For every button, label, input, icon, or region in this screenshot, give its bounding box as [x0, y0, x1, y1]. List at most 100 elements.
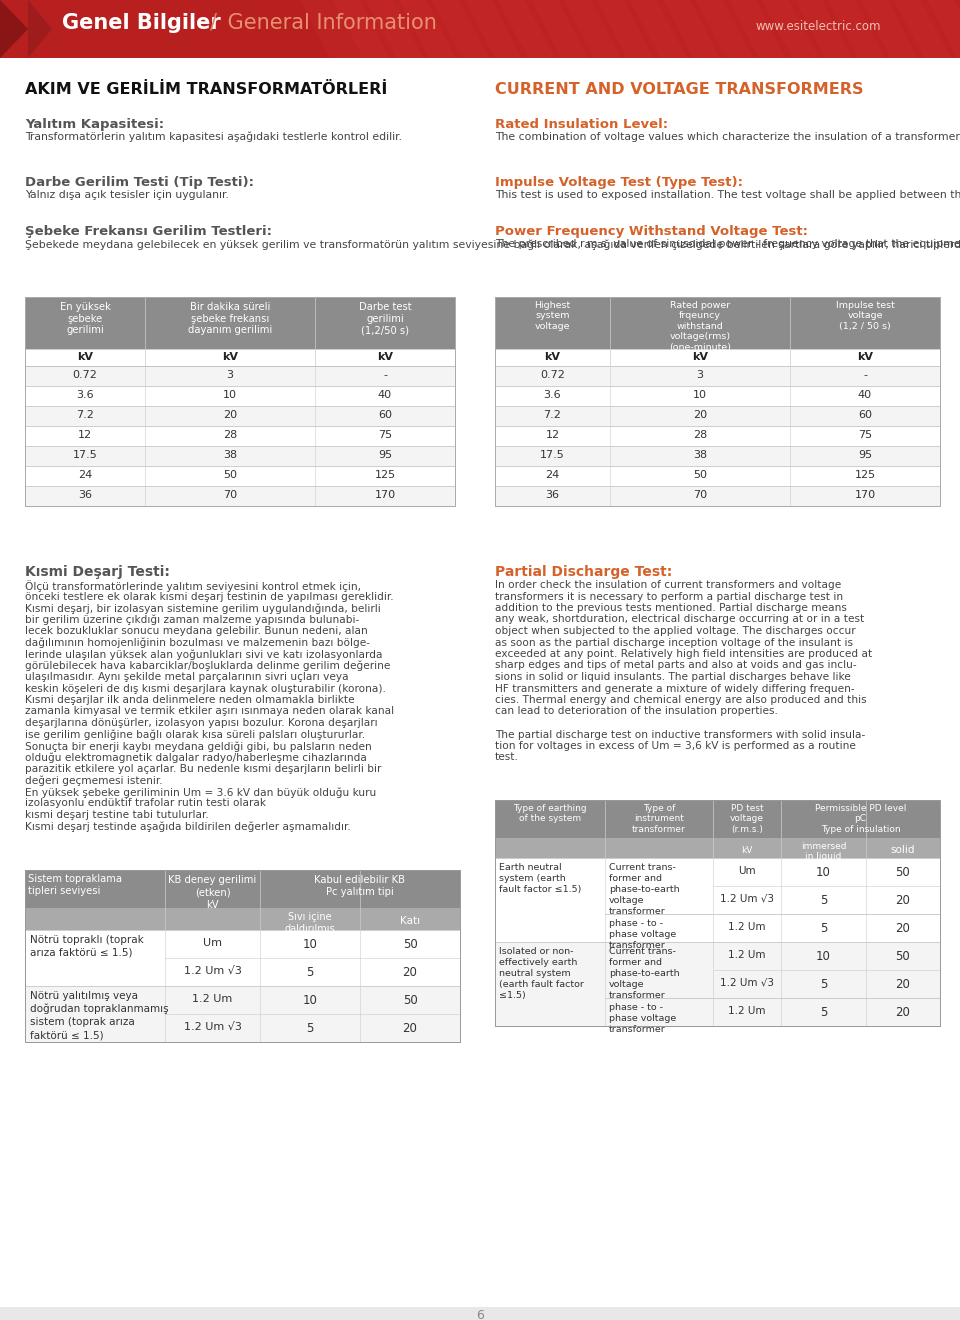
- Polygon shape: [861, 0, 951, 58]
- Text: 3.6: 3.6: [543, 389, 562, 400]
- Text: Isolated or non-
effectively earth
neutral system
(earth fault factor
≤1.5): Isolated or non- effectively earth neutr…: [499, 946, 584, 1001]
- Text: 0.72: 0.72: [540, 370, 564, 380]
- Text: 36: 36: [545, 490, 560, 500]
- Text: 1.2 Um √3: 1.2 Um √3: [183, 1022, 241, 1032]
- Text: Kabul edilebilir KB
Pc yalıtım tipi: Kabul edilebilir KB Pc yalıtım tipi: [315, 875, 405, 898]
- Text: 36: 36: [78, 490, 92, 500]
- Text: Current trans-
former and
phase-to-earth
voltage
transformer: Current trans- former and phase-to-earth…: [609, 863, 680, 916]
- Text: sharp edges and tips of metal parts and also at voids and gas inclu-: sharp edges and tips of metal parts and …: [495, 660, 856, 671]
- Text: 20: 20: [896, 921, 910, 935]
- Text: PD test
voltage
(r.m.s.)

kV: PD test voltage (r.m.s.) kV: [730, 804, 764, 854]
- Bar: [0, 1307, 960, 1320]
- Text: 12: 12: [545, 430, 560, 440]
- Polygon shape: [828, 0, 918, 58]
- Text: Type of
instrument
transformer: Type of instrument transformer: [632, 804, 685, 834]
- Text: dağılımının homojenliğinin bozulması ve malzemenin bazı bölge-: dağılımının homojenliğinin bozulması ve …: [25, 638, 370, 648]
- Text: KB deney gerilimi
(etken)
kV: KB deney gerilimi (etken) kV: [168, 875, 256, 909]
- Text: 3: 3: [227, 370, 233, 380]
- Text: 1.2 Um √3: 1.2 Um √3: [720, 978, 774, 987]
- Text: 28: 28: [223, 430, 237, 440]
- Text: 75: 75: [378, 430, 392, 440]
- Text: test.: test.: [495, 752, 518, 763]
- Bar: [495, 858, 940, 942]
- Bar: [495, 297, 940, 506]
- Text: 1.2 Um: 1.2 Um: [729, 921, 766, 932]
- Text: Darbe test
gerilimi
(1,2/50 s): Darbe test gerilimi (1,2/50 s): [359, 302, 411, 335]
- Text: 28: 28: [693, 430, 708, 440]
- Text: 10: 10: [302, 994, 318, 1007]
- Text: ise gerilim genliğine bağlı olarak kısa süreli palsları oluştururlar.: ise gerilim genliğine bağlı olarak kısa …: [25, 730, 365, 741]
- Bar: [25, 297, 455, 348]
- Polygon shape: [894, 0, 960, 58]
- Text: tion for voltages in excess of Um = 3,6 kV is performed as a routine: tion for voltages in excess of Um = 3,6 …: [495, 741, 856, 751]
- Text: bir gerilim üzerine çıkdığı zaman malzeme yapısında bulunabi-: bir gerilim üzerine çıkdığı zaman malzem…: [25, 615, 359, 624]
- Text: transformers it is necessary to perform a partial discharge test in: transformers it is necessary to perform …: [495, 591, 843, 602]
- Text: HF transmitters and generate a mixture of widely differing frequen-: HF transmitters and generate a mixture o…: [495, 684, 854, 693]
- Bar: [0, 0, 960, 58]
- Text: Partial Discharge Test:: Partial Discharge Test:: [495, 565, 672, 579]
- Text: En yüksek şebeke geriliminin Um = 3.6 kV dan büyük olduğu kuru: En yüksek şebeke geriliminin Um = 3.6 kV…: [25, 787, 376, 797]
- Text: 5: 5: [820, 1006, 828, 1019]
- Text: 5: 5: [820, 894, 828, 907]
- Text: Power Frequency Withstand Voltage Test:: Power Frequency Withstand Voltage Test:: [495, 224, 808, 238]
- Text: kV: kV: [692, 352, 708, 362]
- Text: immersed
in liquid: immersed in liquid: [801, 842, 847, 862]
- Bar: [495, 800, 940, 838]
- Bar: [495, 800, 940, 1026]
- Text: En yüksek
şebeke
gerilimi: En yüksek şebeke gerilimi: [60, 302, 110, 335]
- Text: any weak, shortduration, electrical discharge occurring at or in a test: any weak, shortduration, electrical disc…: [495, 615, 864, 624]
- Polygon shape: [663, 0, 753, 58]
- Polygon shape: [597, 0, 687, 58]
- Text: AKIM VE GERİLİM TRANSFORMATÖRLERİ: AKIM VE GERİLİM TRANSFORMATÖRLERİ: [25, 82, 388, 96]
- Text: Highest
system
voltage: Highest system voltage: [535, 301, 570, 331]
- Bar: [25, 931, 460, 986]
- Text: 10: 10: [223, 389, 237, 400]
- Text: cies. Thermal energy and chemical energy are also produced and this: cies. Thermal energy and chemical energy…: [495, 696, 867, 705]
- Polygon shape: [795, 0, 885, 58]
- Polygon shape: [696, 0, 786, 58]
- Text: 50: 50: [896, 866, 910, 879]
- Text: Yalıtım Kapasitesi:: Yalıtım Kapasitesi:: [25, 117, 164, 131]
- Text: lecek bozukluklar sonucu meydana gelebilir. Bunun nedeni, alan: lecek bozukluklar sonucu meydana gelebil…: [25, 626, 368, 636]
- Text: 24: 24: [545, 470, 560, 480]
- Text: 20: 20: [223, 411, 237, 420]
- Bar: [495, 297, 940, 348]
- Polygon shape: [729, 0, 819, 58]
- Bar: [25, 348, 455, 366]
- Text: kV: kV: [222, 352, 238, 362]
- Text: 70: 70: [223, 490, 237, 500]
- Text: Sonuçta bir enerji kaybı meydana geldiği gibi, bu palsların neden: Sonuçta bir enerji kaybı meydana geldiği…: [25, 741, 372, 751]
- Text: 7.2: 7.2: [543, 411, 562, 420]
- Text: kV: kV: [544, 352, 561, 362]
- Text: 10: 10: [816, 950, 831, 964]
- Text: 24: 24: [78, 470, 92, 480]
- Text: Earth neutral
system (earth
fault factor ≤1.5): Earth neutral system (earth fault factor…: [499, 863, 582, 894]
- Text: zamanla kimyasal ve termik etkiler aşırı ısınmaya neden olarak kanal: zamanla kimyasal ve termik etkiler aşırı…: [25, 706, 395, 717]
- Text: 7.2: 7.2: [76, 411, 94, 420]
- Text: This test is used to exposed installation. The test voltage shall be applied bet: This test is used to exposed installatio…: [495, 190, 960, 201]
- Text: 17.5: 17.5: [540, 450, 564, 459]
- Text: 5: 5: [306, 1022, 314, 1035]
- Bar: [25, 348, 455, 366]
- Text: Sistem topraklama
tipleri seviyesi: Sistem topraklama tipleri seviyesi: [28, 874, 122, 896]
- Text: 95: 95: [378, 450, 392, 459]
- Text: lerinde ulaşılan yüksek alan yoğunlukları sivi ve katı izolasyonlarda: lerinde ulaşılan yüksek alan yoğunluklar…: [25, 649, 382, 660]
- Text: sions in solid or liquid insulants. The partial discharges behave like: sions in solid or liquid insulants. The …: [495, 672, 851, 682]
- Text: Kısmi Deşarj Testi:: Kısmi Deşarj Testi:: [25, 565, 170, 579]
- Text: 5: 5: [820, 921, 828, 935]
- Text: Permissible PD level
pC
Type of insulation: Permissible PD level pC Type of insulati…: [815, 804, 906, 834]
- Text: 1.2 Um √3: 1.2 Um √3: [720, 894, 774, 904]
- Bar: [25, 446, 455, 466]
- Text: Kısmi deşarj testinde aşağıda bildirilen değerler aşmamalıdır.: Kısmi deşarj testinde aşağıda bildirilen…: [25, 821, 350, 832]
- Text: 5: 5: [820, 978, 828, 991]
- Text: Kısmi deşarj, bir izolasyan sistemine gerilim uygulandığında, belirli: Kısmi deşarj, bir izolasyan sistemine ge…: [25, 603, 381, 614]
- Text: -: -: [383, 370, 387, 380]
- Text: olduğu elektromagnetik dalgalar radyo/haberleşme cihazlarında: olduğu elektromagnetik dalgalar radyo/ha…: [25, 752, 367, 763]
- Text: 1.2 Um √3: 1.2 Um √3: [183, 966, 241, 975]
- Bar: [25, 385, 455, 407]
- Text: solid: solid: [891, 845, 915, 855]
- Text: CURRENT AND VOLTAGE TRANSFORMERS: CURRENT AND VOLTAGE TRANSFORMERS: [495, 82, 863, 96]
- Text: 17.5: 17.5: [73, 450, 97, 459]
- Polygon shape: [399, 0, 489, 58]
- Bar: [25, 466, 455, 486]
